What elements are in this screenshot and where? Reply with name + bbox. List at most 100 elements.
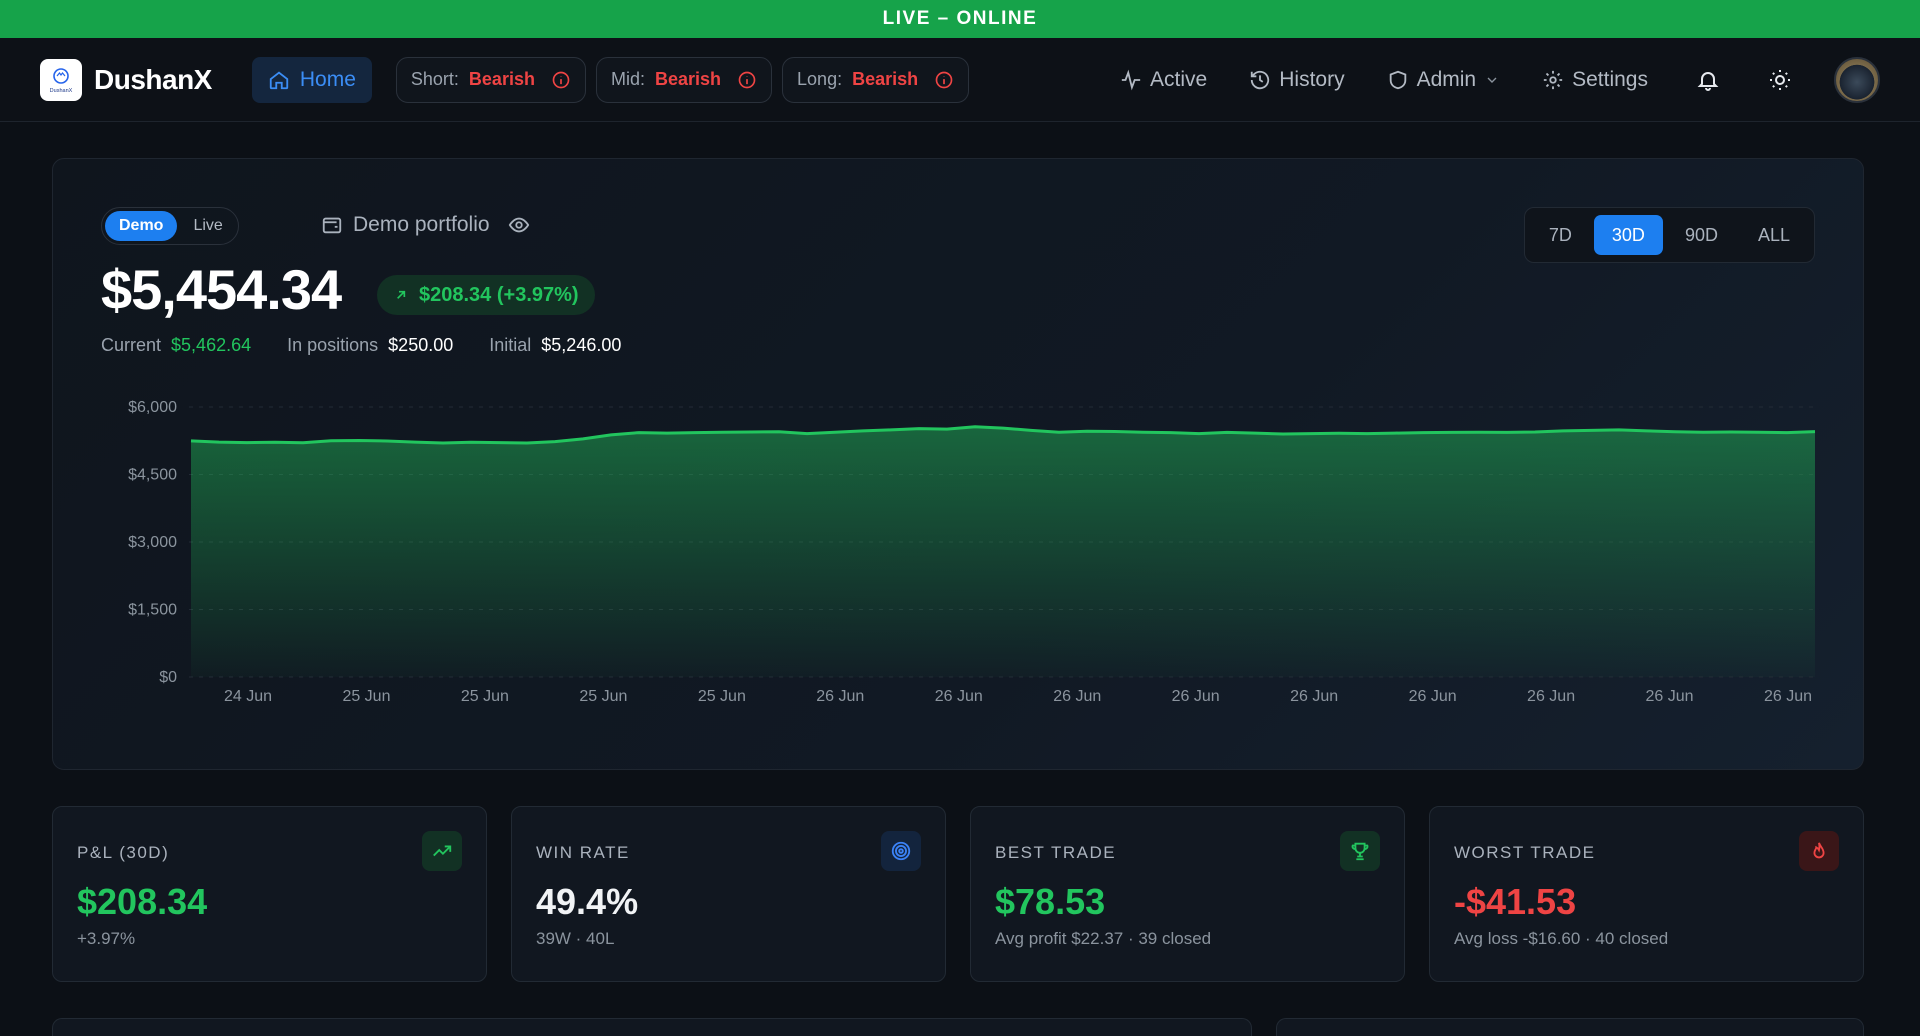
x-tick-label: 25 Jun (461, 688, 509, 705)
current-value: $5,462.64 (171, 335, 252, 355)
arrow-up-right-icon (397, 290, 406, 299)
x-tick-label: 26 Jun (1172, 688, 1220, 705)
stat-value: $78.53 (995, 881, 1106, 922)
chevron-down-icon (1487, 77, 1497, 83)
brand-logo: DushanX (40, 58, 82, 101)
x-tick-label: 26 Jun (935, 688, 983, 705)
theme-toggle[interactable] (1768, 68, 1792, 92)
x-tick-label: 26 Jun (1764, 688, 1812, 705)
info-icon[interactable] (934, 70, 954, 90)
y-tick-label: $0 (159, 669, 177, 686)
status-banner-text: LIVE – ONLINE (882, 8, 1038, 29)
sentiment-mid-value: Bearish (654, 69, 722, 89)
range-90d[interactable]: 90D (1684, 225, 1718, 245)
brand-name: DushanX (94, 63, 212, 95)
x-tick-label: 26 Jun (1053, 688, 1101, 705)
sentiment-long[interactable]: Long: Bearish (782, 56, 970, 103)
stat-sub: Avg loss -$16.60 · 40 closed (1454, 929, 1669, 948)
stat-title: WORST TRADE (1454, 843, 1596, 862)
stat-title: BEST TRADE (995, 843, 1117, 862)
stat-card-winrate: WIN RATE 49.4% 39W · 40L (511, 806, 946, 982)
x-tick-label: 26 Jun (816, 688, 864, 705)
range-30d[interactable]: 30D (1593, 215, 1663, 255)
activity-icon (1121, 69, 1141, 90)
stat-sub: 39W · 40L (536, 929, 615, 948)
avatar[interactable] (1834, 56, 1880, 103)
stat-card-worst: WORST TRADE -$41.53 Avg loss -$16.60 · 4… (1429, 806, 1864, 982)
x-tick-label: 26 Jun (1290, 688, 1338, 705)
panel-right (1276, 1018, 1864, 1036)
mode-toggle[interactable]: Demo Live (101, 207, 239, 245)
info-icon[interactable] (737, 70, 757, 90)
y-tick-label: $4,500 (128, 467, 177, 484)
sentiment-long-label: Long: (797, 69, 843, 89)
target-icon (881, 831, 921, 871)
y-tick-label: $1,500 (128, 602, 177, 619)
y-tick-label: $3,000 (128, 534, 177, 551)
history-icon (1251, 70, 1270, 89)
x-tick-label: 26 Jun (1527, 688, 1575, 705)
mode-demo[interactable]: Demo (105, 211, 178, 241)
y-tick-label: $6,000 (128, 399, 177, 416)
main-content: $6,000 $4,500 $3,000 $1,500 $0 24 Jun 25 Jun 2… (0, 122, 1920, 1036)
stat-card-best: BEST TRADE $78.53 Avg profit $22.37 · 39… (970, 806, 1405, 982)
x-tick-label: 26 Jun (1646, 688, 1694, 705)
stat-value: 49.4% (536, 881, 639, 922)
wallet-icon (322, 217, 342, 234)
x-tick-label: 24 Jun (224, 688, 272, 705)
nav-admin-label: Admin (1416, 67, 1477, 91)
trending-up-icon (422, 831, 462, 871)
stats-cards: P&L (30D) $208.34 +3.97% WIN RATE 49.4% … (52, 806, 1868, 982)
portfolio-selector[interactable]: Demo portfolio (321, 213, 530, 237)
portfolio-name: Demo portfolio (353, 213, 490, 236)
sentiment-short[interactable]: Short: Bearish (395, 56, 586, 103)
stat-value: $208.34 (77, 881, 208, 922)
sentiment-mid-label: Mid: (610, 69, 645, 89)
bottom-panels (52, 1018, 1868, 1036)
shield-icon (1389, 70, 1406, 89)
stat-sub: Avg profit $22.37 · 39 closed (995, 929, 1212, 948)
trophy-icon (1340, 831, 1380, 871)
nav-history[interactable]: History (1249, 67, 1345, 92)
nav-active[interactable]: Active (1120, 68, 1207, 92)
panel-left (52, 1018, 1252, 1036)
range-all[interactable]: ALL (1757, 225, 1790, 245)
balance-breakdown: Current $5,462.64 In positions $250.00 Ini… (101, 335, 621, 356)
portfolio-balance: $5,454.34 (101, 258, 342, 321)
home-icon (269, 71, 289, 89)
sentiment-mid[interactable]: Mid: Bearish (595, 56, 773, 103)
stat-card-pnl: P&L (30D) $208.34 +3.97% (52, 806, 487, 982)
notifications-button[interactable] (1696, 68, 1720, 92)
nav-active-label: Active (1150, 67, 1208, 91)
positions-label: In positions (287, 335, 379, 355)
nav-settings-label: Settings (1572, 67, 1648, 91)
equity-line (190, 425, 1816, 445)
svg-text:DushanX: DushanX (50, 88, 73, 94)
stat-value: -$41.53 (1454, 881, 1577, 922)
positions-value: $250.00 (388, 335, 454, 355)
balance-change: $208.34 (+3.97%) (419, 283, 579, 306)
sun-icon (1770, 69, 1790, 90)
sentiment-short-label: Short: (410, 69, 459, 89)
nav-history-label: History (1279, 67, 1345, 91)
initial-label: Initial (489, 335, 532, 355)
mode-live[interactable]: Live (193, 217, 223, 234)
home-button[interactable]: Home (251, 56, 372, 103)
eye-icon[interactable] (508, 214, 530, 236)
info-icon[interactable] (551, 70, 571, 90)
range-selector: 7D 30D 90D ALL (1523, 207, 1815, 263)
brand[interactable]: DushanX DushanX (40, 58, 212, 101)
sentiment-long-value: Bearish (852, 69, 919, 89)
nav-admin[interactable]: Admin (1387, 68, 1501, 92)
initial-value: $5,246.00 (541, 335, 622, 355)
top-nav: DushanX DushanX Home Short: Bearish Mid:… (0, 38, 1920, 122)
nav-settings[interactable]: Settings (1542, 68, 1648, 92)
bell-icon (1697, 71, 1719, 91)
sentiment-short-value: Bearish (468, 69, 535, 89)
equity-chart: $6,000 $4,500 $3,000 $1,500 $0 24 Jun 25 Jun 2… (128, 399, 1816, 705)
equity-area (191, 426, 1815, 677)
range-7d[interactable]: 7D (1548, 225, 1572, 245)
x-tick-label: 25 Jun (342, 688, 390, 705)
flame-icon (1799, 831, 1839, 871)
nav-right: Active History Admin Settings (1078, 56, 1880, 103)
